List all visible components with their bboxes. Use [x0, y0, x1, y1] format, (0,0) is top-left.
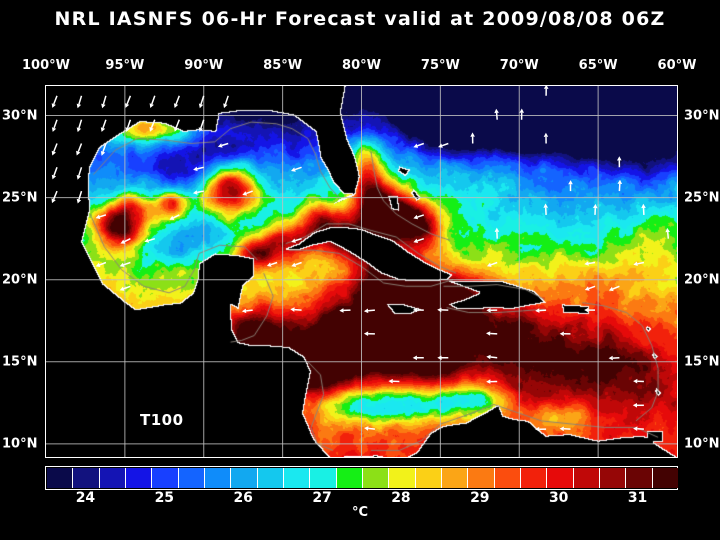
colorbar-block-16 — [468, 468, 495, 488]
lon-tick-8: 60°W — [657, 58, 697, 73]
colorbar-block-12 — [362, 468, 390, 488]
current-vector-arrows — [51, 86, 670, 432]
colorbar-block-9 — [283, 468, 311, 488]
colorbar-block-6 — [204, 468, 232, 488]
colorbar-block-4 — [152, 468, 179, 488]
lon-tick-1: 95°W — [105, 58, 145, 73]
lat-tick-right-4: 10°N — [684, 436, 720, 452]
lon-tick-7: 65°W — [578, 58, 618, 73]
lat-tick-left-1: 25°N — [2, 190, 38, 206]
colorbar-block-20 — [573, 468, 600, 488]
colorbar-block-15 — [441, 468, 469, 488]
lat-tick-left-2: 20°N — [2, 272, 38, 288]
colorbar-block-2 — [99, 468, 126, 488]
lon-tick-4: 80°W — [342, 58, 381, 73]
colorbar-block-1 — [73, 468, 100, 488]
lat-tick-right-0: 30°N — [684, 108, 720, 124]
colorbar-block-7 — [231, 468, 258, 488]
lat-tick-right-1: 25°N — [684, 190, 720, 206]
colorbar-tick-4: 28 — [391, 490, 411, 506]
lat-tick-left-0: 30°N — [2, 108, 38, 124]
lat-tick-left-3: 15°N — [2, 354, 38, 370]
colorbar-unit-label: °C — [351, 505, 369, 520]
colorbar-block-21 — [599, 468, 627, 488]
colorbar-tick-3: 27 — [312, 490, 332, 506]
colorbar-block-18 — [520, 468, 548, 488]
colorbar-tick-2: 26 — [233, 490, 253, 506]
map-plot-area — [45, 85, 678, 458]
lat-tick-left-4: 10°N — [2, 436, 38, 452]
colorbar-block-3 — [125, 468, 153, 488]
lon-tick-5: 75°W — [420, 58, 460, 73]
colorbar-block-8 — [257, 468, 284, 488]
colorbar-tick-5: 29 — [470, 490, 490, 506]
colorbar — [45, 466, 678, 490]
colorbar-tick-7: 31 — [627, 490, 648, 506]
page-title: NRL IASNFS 06-Hr Forecast valid at 2009/… — [54, 8, 666, 30]
colorbar-block-17 — [494, 468, 521, 488]
map-gridlines — [46, 86, 677, 457]
colorbar-tick-1: 25 — [154, 490, 175, 506]
colorbar-blocks — [47, 468, 678, 488]
colorbar-block-14 — [415, 468, 442, 488]
colorbar-block-22 — [626, 468, 653, 488]
colorbar-block-10 — [310, 468, 337, 488]
colorbar-block-0 — [47, 468, 74, 488]
colorbar-block-13 — [389, 468, 416, 488]
colorbar-block-5 — [178, 468, 205, 488]
colorbar-block-23 — [652, 468, 678, 488]
colorbar-tick-0: 24 — [75, 490, 96, 506]
lon-tick-6: 70°W — [499, 58, 539, 73]
lon-tick-0: 100°W — [22, 58, 70, 73]
lon-tick-2: 90°W — [184, 58, 224, 73]
lat-tick-right-2: 20°N — [684, 272, 720, 288]
lat-tick-right-3: 15°N — [684, 354, 720, 370]
longitude-axis-top: 100°W 95°W 90°W 85°W 80°W 75°W 70°W 65°W 60°W — [0, 58, 720, 74]
colorbar-tick-6: 30 — [548, 490, 569, 506]
lon-tick-3: 85°W — [263, 58, 303, 73]
colorbar-block-19 — [547, 468, 574, 488]
map-annotation-t100: T100 — [140, 411, 184, 429]
colorbar-tick-labels: 24 25 26 27 28 29 30 31 — [0, 490, 720, 508]
colorbar-block-11 — [336, 468, 363, 488]
